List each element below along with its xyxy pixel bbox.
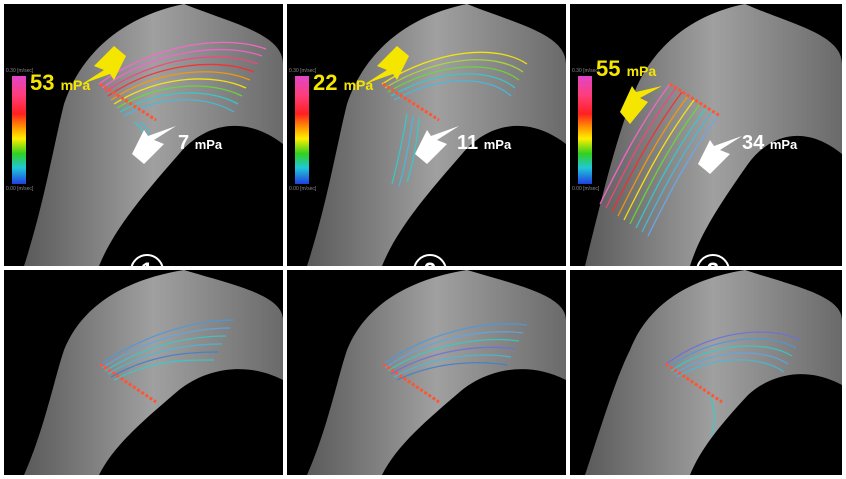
panel-top-left: 0.30 [m/sec] 0.00 [m/sec] 53 mPa 7 mPa 1 [4,4,283,266]
vessel-render-6 [585,270,842,475]
colorbar-min-caption: 0.00 [m/sec] [6,186,34,192]
lower-wss-value: 34 mPa [742,132,798,154]
panel-top-right: 0.30 [m/sec] 0.00 [m/sec] 55 mPa 34 mPa … [570,4,842,266]
lower-wss-value: 7 mPa [178,132,223,154]
vessel-render-3 [585,4,842,266]
colorbar-max-caption: 0.30 [m/sec] [289,68,317,74]
velocity-colorbar [578,76,592,184]
velocity-colorbar [12,76,26,184]
colorbar-min-caption: 0.00 [m/sec] [572,186,600,192]
panel-top-middle: 0.30 [m/sec] 0.00 [m/sec] 22 mPa 11 mPa … [287,4,566,266]
panel-bottom-middle [287,270,566,475]
panel-bottom-right [570,270,842,475]
upper-wss-value: 55 mPa [596,56,657,81]
colorbar-max-caption: 0.30 [m/sec] [572,68,600,74]
vessel-render-2 [307,4,566,266]
vessel-render-4 [24,270,283,475]
colorbar-min-caption: 0.00 [m/sec] [289,186,317,192]
panel-bottom-left [4,270,283,475]
colorbar-max-caption: 0.30 [m/sec] [6,68,34,74]
vessel-render-5 [307,270,566,475]
upper-wss-value: 22 mPa [313,70,374,95]
lower-wss-value: 11 mPa [457,132,512,154]
vessel-render-1 [24,4,283,266]
velocity-colorbar [295,76,309,184]
upper-wss-value: 53 mPa [30,70,91,95]
